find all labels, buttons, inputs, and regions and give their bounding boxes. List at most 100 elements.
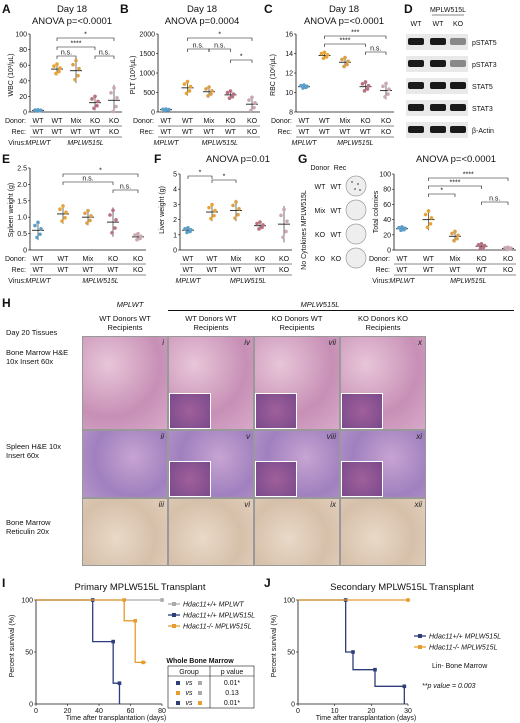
significance-label: n.s.	[99, 50, 110, 57]
colony-dot	[351, 181, 353, 183]
panel-b-anova: ANOVA p=0.0004	[165, 16, 240, 27]
data-point	[112, 86, 116, 90]
data-point	[74, 58, 78, 63]
rec-label: KO	[247, 129, 258, 136]
panel-letter-h: H	[2, 296, 11, 310]
panel-g-ylabel: Total colonies	[373, 190, 380, 233]
panel-a-chart: Day 18 ANOVA p=<0.0001 WBC (10³/μL) 0 20 4…	[5, 4, 122, 147]
rec-label: WT	[33, 129, 45, 136]
dish-rec: WT	[331, 232, 343, 239]
virus-label-wt: MPLWT	[153, 140, 179, 147]
data-point	[57, 69, 61, 74]
group-marker	[176, 691, 180, 695]
histology-numeral: ix	[330, 500, 336, 509]
data-point	[305, 84, 309, 89]
histology-inset	[169, 461, 211, 497]
x-tick-label: 0	[34, 708, 38, 715]
panel-a-anova: ANOVA p=<0.0001	[32, 16, 112, 27]
y-tick-label: 3	[173, 202, 177, 209]
significance-bracket	[187, 175, 213, 179]
row-label-donor: Donor:	[133, 118, 154, 125]
data-point	[325, 53, 330, 57]
rec-label: WT	[423, 267, 435, 274]
data-point	[60, 219, 64, 223]
significance-label: n.s.	[489, 196, 500, 203]
panel-c-ylabel: RBC (10⁶/μL)	[270, 54, 277, 96]
virus-label-wt: MPLWT	[25, 140, 51, 147]
histology-image: xi	[340, 430, 426, 498]
significance-label: ****	[340, 38, 351, 45]
data-point	[189, 227, 193, 232]
histology-inset	[255, 393, 297, 429]
data-point	[301, 86, 305, 90]
row-label-virus: Virus:	[372, 278, 390, 285]
y-tick-label: 40	[383, 217, 391, 224]
rec-label: WT	[397, 267, 409, 274]
y-tick-label: 50	[25, 650, 33, 657]
y-tick-label: 80	[383, 187, 391, 194]
data-point	[479, 241, 484, 246]
data-point	[109, 91, 113, 95]
blot-band-label: pSTAT3	[472, 62, 497, 69]
significance-bracket	[428, 193, 456, 197]
data-point	[455, 236, 459, 241]
censor-mark	[406, 598, 410, 602]
blot-band-label: STAT5	[472, 84, 493, 91]
x-tick-label: 30	[404, 708, 412, 715]
data-point	[225, 90, 230, 95]
y-tick-label: 60	[383, 202, 391, 209]
y-tick-label: 8	[289, 110, 293, 117]
data-point	[450, 231, 454, 236]
donor-label: Mix	[204, 118, 215, 125]
y-tick-label: 100	[21, 598, 33, 605]
row-label-donor: Donor:	[369, 256, 390, 263]
blot-header: MPLW515L	[430, 7, 466, 14]
group-marker	[198, 701, 202, 705]
survival-curve	[36, 599, 147, 664]
legend-marker	[172, 613, 176, 617]
donor-label: Mix	[450, 256, 461, 263]
donor-label: KO	[225, 118, 236, 125]
donor-label: WT	[423, 256, 435, 263]
significance-label: *	[240, 54, 243, 61]
y-tick-label: 0	[23, 110, 27, 117]
significance-bracket	[230, 59, 253, 63]
censor-mark	[141, 660, 145, 665]
donor-label: WT	[182, 118, 194, 125]
legend-label: Hdac11-/- MPLW515L	[429, 645, 498, 652]
legend-label: Hdac11+/+ MPLW515L	[183, 613, 255, 620]
data-point	[39, 226, 43, 231]
blot-band	[408, 60, 424, 67]
data-point	[204, 87, 208, 91]
significance-bracket	[56, 46, 96, 50]
data-point	[429, 216, 434, 220]
histology-numeral: iv	[244, 338, 250, 347]
significance-label: n.s.	[214, 43, 225, 50]
significance-label: n.s.	[370, 46, 381, 53]
significance-bracket	[481, 201, 509, 205]
data-point	[185, 79, 190, 84]
panel-letter-e: E	[2, 152, 11, 166]
y-tick-label: 20	[19, 94, 27, 101]
data-point	[212, 213, 216, 218]
data-point	[319, 51, 324, 56]
panel-j-title: Secondary MPLW515L Transplant	[330, 582, 474, 593]
donor-label: WT	[58, 256, 70, 263]
histology-numeral: v	[246, 432, 250, 441]
data-point	[258, 220, 262, 224]
censor-mark	[133, 619, 138, 623]
data-point	[115, 96, 119, 100]
blot-band	[450, 104, 466, 111]
panel-letter-i: I	[2, 576, 6, 590]
significance-label: ****	[71, 41, 82, 48]
data-point	[83, 211, 87, 216]
rec-label: WT	[161, 129, 173, 136]
histology-inset	[169, 393, 211, 429]
significance-bracket	[62, 181, 114, 185]
rec-label: WT	[71, 129, 83, 136]
data-point	[135, 237, 139, 242]
colony-dot	[359, 189, 361, 191]
dish-header-donor: Donor	[310, 165, 330, 172]
significance-bracket	[56, 55, 77, 59]
panel-i-survival: Primary MPLW515L Transplant Percent surv…	[9, 582, 255, 722]
